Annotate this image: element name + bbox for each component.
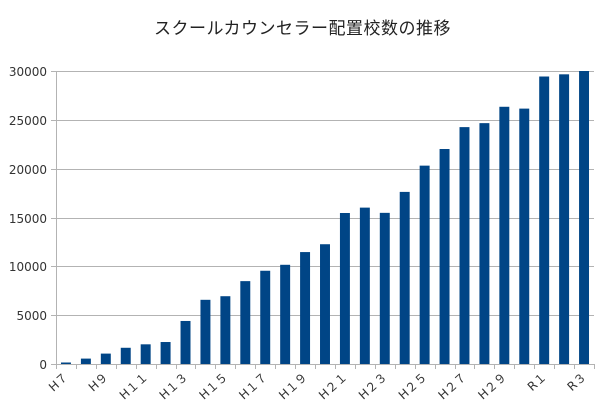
y-tick-labels: 0 5000 10000 15000 20000 25000 30000 bbox=[9, 65, 47, 372]
bar-H28 bbox=[479, 123, 490, 364]
bar-H8 bbox=[80, 358, 91, 364]
bar-H25 bbox=[419, 165, 430, 364]
x-tick-label: H１３ bbox=[157, 370, 191, 403]
bars bbox=[60, 71, 590, 365]
x-tick-labels: H７ H９ H１１ H１３ H１５ H１７ H１９ H２１ H２３ H２５ H２７ H２９ R１ R３ bbox=[46, 370, 589, 403]
bar-H26 bbox=[439, 149, 450, 364]
bar-H9 bbox=[100, 353, 111, 364]
bar-H21 bbox=[339, 213, 350, 364]
bar-H20 bbox=[320, 244, 330, 364]
bar-H16 bbox=[240, 281, 251, 364]
x-tick-label: H７ bbox=[46, 370, 71, 394]
x-tick-label: H２７ bbox=[436, 370, 470, 403]
x-tick-label: H９ bbox=[86, 370, 111, 394]
y-tick-label: 15000 bbox=[9, 212, 47, 226]
bar-R2 bbox=[559, 74, 570, 364]
bar-H27 bbox=[459, 127, 470, 365]
y-tick-label: 0 bbox=[39, 358, 47, 372]
y-tick-label: 25000 bbox=[9, 114, 47, 128]
bar-H24 bbox=[399, 191, 410, 364]
bar-H10 bbox=[120, 347, 131, 364]
y-tick-label: 20000 bbox=[9, 163, 47, 177]
bar-H19 bbox=[300, 252, 311, 364]
bar-H22 bbox=[359, 207, 370, 364]
y-tick-label: 30000 bbox=[9, 65, 47, 79]
bar-H11 bbox=[140, 344, 151, 364]
y-tick-label: 5000 bbox=[16, 309, 47, 323]
x-tick-label: H２５ bbox=[396, 370, 430, 403]
chart-title: スクールカウンセラー配置校数の推移 bbox=[154, 19, 451, 39]
bar-H14 bbox=[200, 299, 211, 364]
y-tick-label: 10000 bbox=[9, 260, 47, 274]
bar-H12 bbox=[160, 342, 171, 364]
bar-H23 bbox=[379, 212, 390, 364]
bar-H18 bbox=[280, 264, 291, 364]
bar-R1 bbox=[539, 76, 550, 364]
bar-H29 bbox=[499, 106, 510, 364]
x-tick-label: H２９ bbox=[475, 370, 509, 403]
bar-R3 bbox=[579, 71, 590, 364]
x-tick-label: H２１ bbox=[316, 370, 350, 403]
x-tick-label: H２３ bbox=[356, 370, 390, 403]
x-tick-label: H１５ bbox=[196, 370, 230, 403]
x-tick-label: R１ bbox=[525, 370, 549, 394]
bar-H13 bbox=[180, 320, 191, 364]
bar-H15 bbox=[220, 296, 231, 364]
bar-H30 bbox=[519, 108, 530, 364]
axes bbox=[51, 71, 595, 369]
x-tick-label: R３ bbox=[565, 370, 589, 394]
x-tick-label: H１７ bbox=[236, 370, 270, 403]
x-tick-label: H１１ bbox=[117, 370, 151, 403]
x-tick-label: H１９ bbox=[276, 370, 310, 403]
bar-H7 bbox=[60, 362, 71, 364]
bar-H17 bbox=[260, 270, 271, 364]
